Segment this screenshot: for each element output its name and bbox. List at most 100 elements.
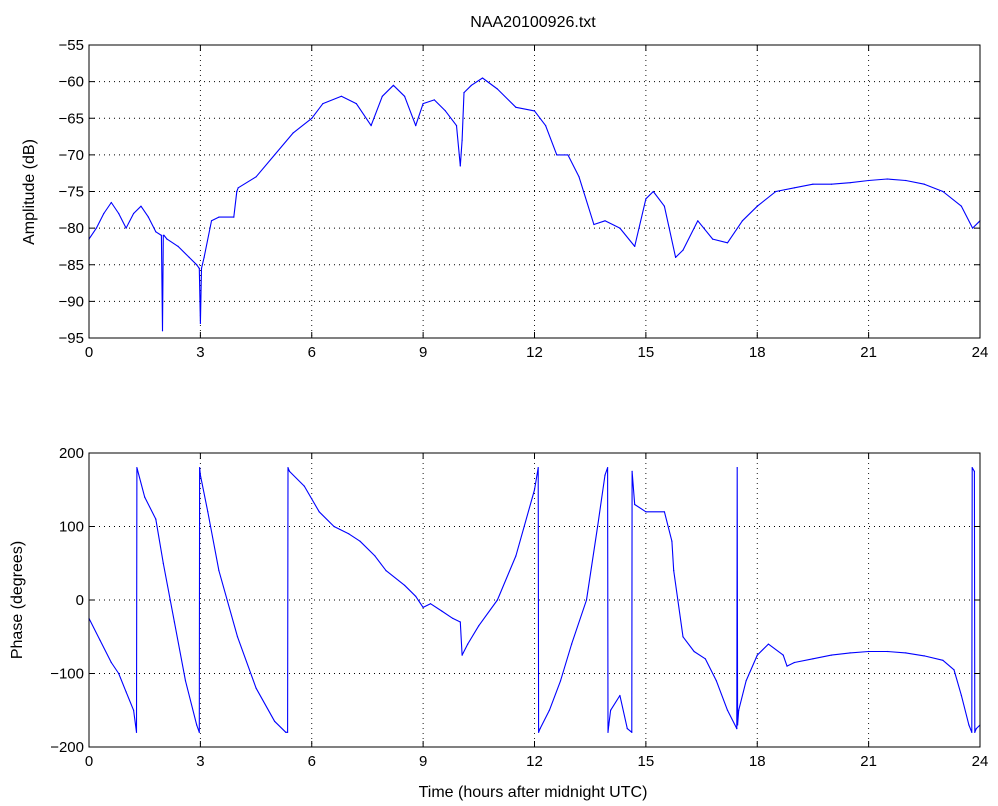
phase-x-tick-label: 3 — [196, 753, 204, 770]
amplitude-data-point — [110, 201, 112, 204]
phase-data-point — [782, 654, 784, 656]
phase-data-point — [467, 643, 469, 645]
phase-data-point — [631, 470, 633, 472]
amplitude-data-point — [255, 176, 257, 178]
amplitude-data-point — [415, 125, 417, 127]
amplitude-data-point — [340, 95, 342, 97]
phase-data-point — [135, 731, 138, 733]
phase-data-point — [608, 724, 610, 726]
amplitude-data-point — [682, 249, 684, 251]
phase-data-point — [199, 467, 201, 469]
phase-data-point — [585, 599, 588, 601]
phase-data-point — [537, 467, 539, 469]
phase-data-point — [619, 694, 621, 697]
phase-x-axis-title: Time (hours after midnight UTC) — [419, 784, 648, 801]
phase-x-tick-label: 18 — [749, 753, 766, 770]
amplitude-data-point — [155, 231, 157, 233]
phase-data-point — [218, 570, 220, 572]
phase-data-point — [374, 555, 376, 557]
amplitude-data-point — [433, 99, 435, 101]
phase-data-point — [942, 659, 944, 661]
amplitude-data-point — [125, 227, 127, 229]
amplitude-data-point — [103, 212, 105, 215]
phase-x-tick-label: 12 — [526, 753, 543, 770]
amplitude-data-point — [645, 198, 647, 200]
phase-data-point — [736, 728, 738, 730]
amplitude-y-tick-label: −90 — [59, 293, 84, 310]
phase-data-point — [274, 720, 276, 722]
phase-data-point — [704, 658, 706, 660]
amplitude-data-point — [886, 178, 888, 180]
phase-data-point — [459, 621, 461, 623]
amplitude-x-tick-label: 21 — [860, 344, 877, 361]
amplitude-data-point — [515, 106, 517, 108]
phase-data-point — [199, 474, 201, 476]
phase-data-point — [634, 503, 636, 506]
amplitude-data-point — [675, 256, 677, 258]
amplitude-data-point — [726, 242, 729, 244]
phase-data-point — [441, 610, 443, 612]
phase-x-tick-label: 24 — [972, 753, 989, 770]
amplitude-data-point — [392, 84, 394, 86]
amplitude-data-point — [463, 92, 465, 94]
phase-data-point — [682, 636, 684, 638]
phase-data-point — [162, 562, 164, 564]
phase-data-point — [422, 606, 424, 609]
phase-data-point — [404, 584, 406, 586]
phase-data-point — [198, 731, 200, 733]
amplitude-data-point — [233, 216, 235, 218]
amplitude-data-point — [161, 330, 164, 332]
phase-data-point — [571, 643, 573, 645]
phase-data-point — [429, 603, 432, 605]
phase-data-point — [133, 709, 135, 711]
phase-data-point — [812, 658, 814, 660]
phase-y-tick-label: −200 — [50, 739, 84, 756]
phase-data-point — [415, 595, 417, 597]
phase-y-tick-label: 100 — [59, 519, 84, 536]
amplitude-x-tick-label: 6 — [308, 344, 316, 361]
phase-data-point — [287, 731, 289, 733]
phase-data-point — [974, 731, 976, 733]
phase-data-point — [287, 467, 289, 469]
amplitude-data-point — [756, 205, 758, 207]
phase-data-point — [905, 652, 907, 654]
amplitude-data-point — [218, 216, 220, 218]
amplitude-data-point — [322, 103, 324, 105]
amplitude-data-point — [567, 154, 569, 156]
phase-plot: 0 3 6 9 12 15 18 21 24 −200 −100 0 100 200 — [50, 445, 988, 770]
amplitude-data-point — [960, 205, 963, 207]
phase-x-tick-label: 21 — [860, 753, 877, 770]
amplitude-data-point — [923, 183, 925, 185]
chart-title: NAA20100926.txt — [470, 14, 596, 31]
amplitude-data-point — [422, 103, 424, 105]
amplitude-data-point — [652, 190, 654, 193]
phase-y-tick-label: 0 — [76, 592, 84, 609]
amplitude-data-point — [533, 110, 536, 112]
amplitude-data-point — [459, 165, 461, 167]
phase-data-point — [737, 724, 739, 726]
phase-data-point — [793, 661, 796, 664]
amplitude-x-tick-label: 9 — [419, 344, 427, 361]
phase-data-point — [973, 470, 976, 472]
amplitude-data-point — [95, 227, 97, 229]
amplitude-data-point — [166, 238, 168, 240]
phase-data-point — [155, 518, 157, 520]
amplitude-data-point — [578, 176, 580, 178]
amplitude-data-point — [545, 125, 547, 127]
phase-data-point — [136, 467, 138, 469]
phase-data-point — [604, 474, 606, 476]
amplitude-plot: 0 3 6 9 12 15 18 21 24 −95 −90 −85 −80 −75 −70 −65 −60 −5… — [59, 37, 989, 361]
amplitude-data-point — [942, 190, 944, 193]
phase-data-point — [607, 731, 609, 733]
amplitude-data-point — [404, 95, 406, 97]
amplitude-data-point — [455, 125, 458, 127]
amplitude-data-point — [370, 125, 372, 127]
amplitude-data-point — [868, 179, 870, 182]
phase-data-point — [849, 652, 851, 654]
phase-data-point — [144, 496, 146, 498]
amplitude-data-point — [812, 183, 814, 185]
amplitude-data-point — [188, 256, 190, 258]
amplitude-data-point — [133, 212, 135, 215]
amplitude-data-point — [481, 77, 484, 79]
phase-data-point — [359, 540, 361, 542]
